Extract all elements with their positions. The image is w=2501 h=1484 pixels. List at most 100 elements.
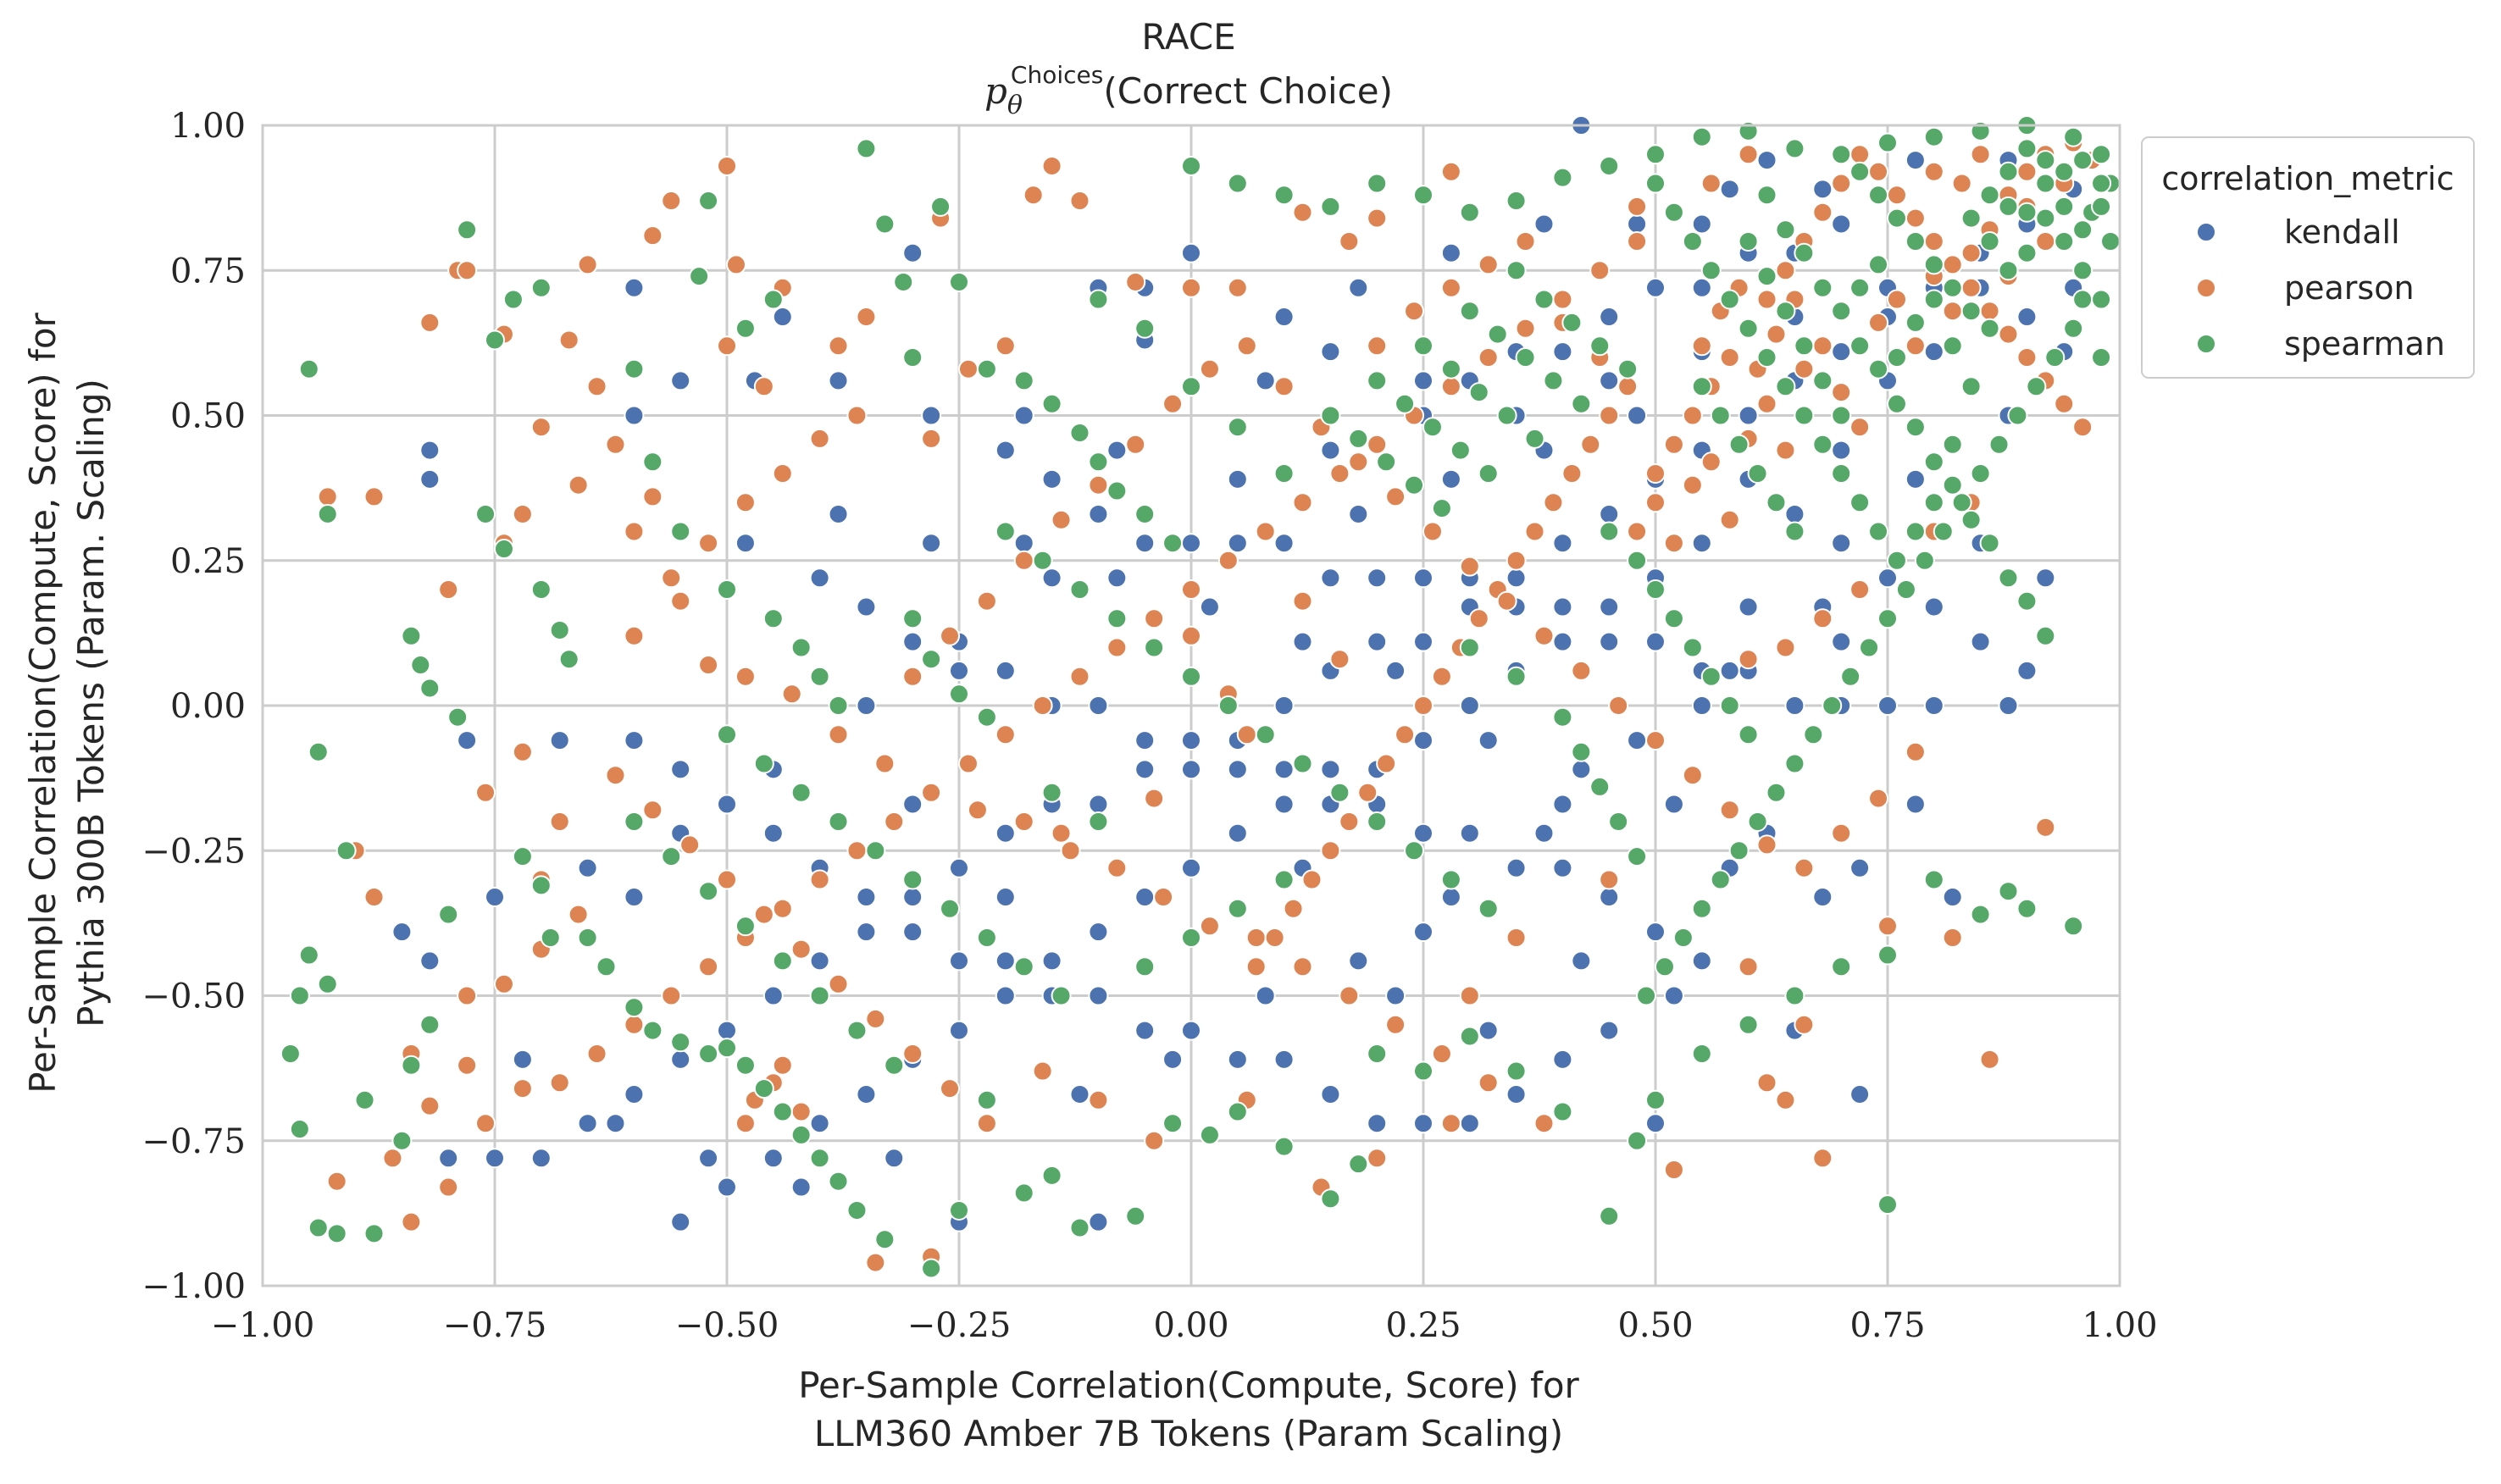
point-kendall <box>1385 985 1406 1006</box>
point-spearman <box>2063 318 2084 339</box>
point-kendall <box>1320 568 1341 589</box>
point-pearson <box>1979 301 2000 322</box>
point-spearman <box>2016 242 2038 263</box>
point-spearman <box>2072 219 2093 241</box>
point-pearson <box>642 800 663 821</box>
point-kendall <box>1367 631 1388 652</box>
point-spearman <box>1367 811 1388 832</box>
point-pearson <box>568 474 589 496</box>
point-pearson <box>1013 811 1034 832</box>
point-spearman <box>893 271 914 292</box>
point-kendall <box>605 1113 626 1134</box>
point-spearman <box>447 706 469 728</box>
point-spearman <box>2072 260 2093 281</box>
point-kendall <box>624 730 645 751</box>
point-spearman <box>1468 382 1489 403</box>
point-spearman <box>1663 608 1684 629</box>
point-pearson <box>382 1148 403 1169</box>
point-spearman <box>1663 202 1684 223</box>
point-spearman <box>1988 434 2010 455</box>
point-spearman <box>698 881 719 902</box>
y-tick-label: 0.25 <box>170 542 246 581</box>
legend-label-spearman: spearman <box>2284 325 2445 363</box>
point-pearson <box>624 625 645 646</box>
subtitle-p: p <box>984 70 1007 112</box>
legend-title: correlation_metric <box>2161 160 2454 197</box>
point-spearman <box>846 1199 868 1221</box>
point-pearson <box>1376 753 1397 774</box>
point-pearson <box>1868 788 1889 809</box>
point-spearman <box>1905 312 1926 333</box>
point-pearson <box>1561 463 1583 484</box>
point-spearman <box>1877 944 1898 966</box>
point-pearson <box>940 1078 961 1099</box>
point-spearman <box>846 1020 868 1041</box>
point-kendall <box>1831 631 1852 652</box>
point-spearman <box>1794 242 1815 263</box>
point-spearman <box>2016 138 2038 159</box>
point-spearman <box>1905 231 1926 252</box>
point-pearson <box>1413 695 1434 716</box>
point-pearson <box>1106 857 1128 878</box>
point-kendall <box>1227 759 1248 780</box>
point-spearman <box>1682 637 1703 658</box>
point-pearson <box>1357 782 1378 803</box>
point-pearson <box>1960 242 1982 263</box>
point-spearman <box>1766 782 1787 803</box>
point-spearman <box>1125 1205 1146 1227</box>
point-pearson <box>902 1044 923 1064</box>
point-spearman <box>289 985 310 1006</box>
legend-box <box>2141 136 2475 379</box>
point-pearson <box>902 666 923 687</box>
subtitle-rest: (Correct Choice) <box>1103 70 1393 112</box>
point-pearson <box>1831 822 1852 844</box>
point-kendall <box>1627 213 1648 235</box>
point-spearman <box>1775 301 1796 322</box>
point-spearman <box>1738 318 1759 339</box>
point-kendall <box>1831 440 1852 461</box>
point-kendall <box>1459 1113 1480 1134</box>
point-spearman <box>698 1044 719 1064</box>
point-spearman <box>624 811 645 832</box>
point-kendall <box>1227 533 1248 554</box>
point-pearson <box>1849 417 1871 438</box>
point-kendall <box>995 660 1016 681</box>
point-spearman <box>1756 185 1777 206</box>
point-pearson <box>874 753 896 774</box>
point-kendall <box>1413 370 1434 391</box>
point-spearman <box>530 875 552 896</box>
point-kendall <box>1849 1083 1871 1105</box>
point-spearman <box>1923 254 1944 275</box>
point-spearman <box>1367 370 1388 391</box>
point-kendall <box>1719 660 1740 681</box>
point-pearson <box>1496 590 1517 612</box>
point-spearman <box>828 1171 849 1192</box>
point-pearson <box>1181 277 1201 298</box>
point-spearman <box>1320 405 1341 426</box>
point-kendall <box>670 1049 691 1070</box>
point-pearson <box>772 463 793 484</box>
point-kendall <box>1506 568 1527 589</box>
point-spearman <box>772 1101 793 1122</box>
point-spearman <box>1942 335 1963 357</box>
point-spearman <box>1672 928 1694 948</box>
point-kendall <box>1571 759 1592 780</box>
point-pearson <box>1440 1113 1461 1134</box>
point-pearson <box>957 753 979 774</box>
point-pearson <box>1812 202 1833 223</box>
point-pearson <box>1663 533 1684 554</box>
point-spearman <box>1292 753 1313 774</box>
point-kendall <box>1181 242 1201 263</box>
subtitle-superscript: Choices <box>1011 61 1103 89</box>
point-pearson <box>1440 161 1461 182</box>
point-spearman <box>1227 1101 1248 1122</box>
point-spearman <box>1041 393 1062 414</box>
point-pearson <box>865 1252 886 1273</box>
point-pearson <box>1088 474 1109 496</box>
point-pearson <box>1831 382 1852 403</box>
x-axis-label-line1: Per-Sample Correlation(Compute, Score) f… <box>798 1365 1579 1406</box>
point-kendall <box>1181 1020 1201 1041</box>
point-pearson <box>940 625 961 646</box>
point-spearman <box>540 928 561 948</box>
point-spearman <box>1812 370 1833 391</box>
